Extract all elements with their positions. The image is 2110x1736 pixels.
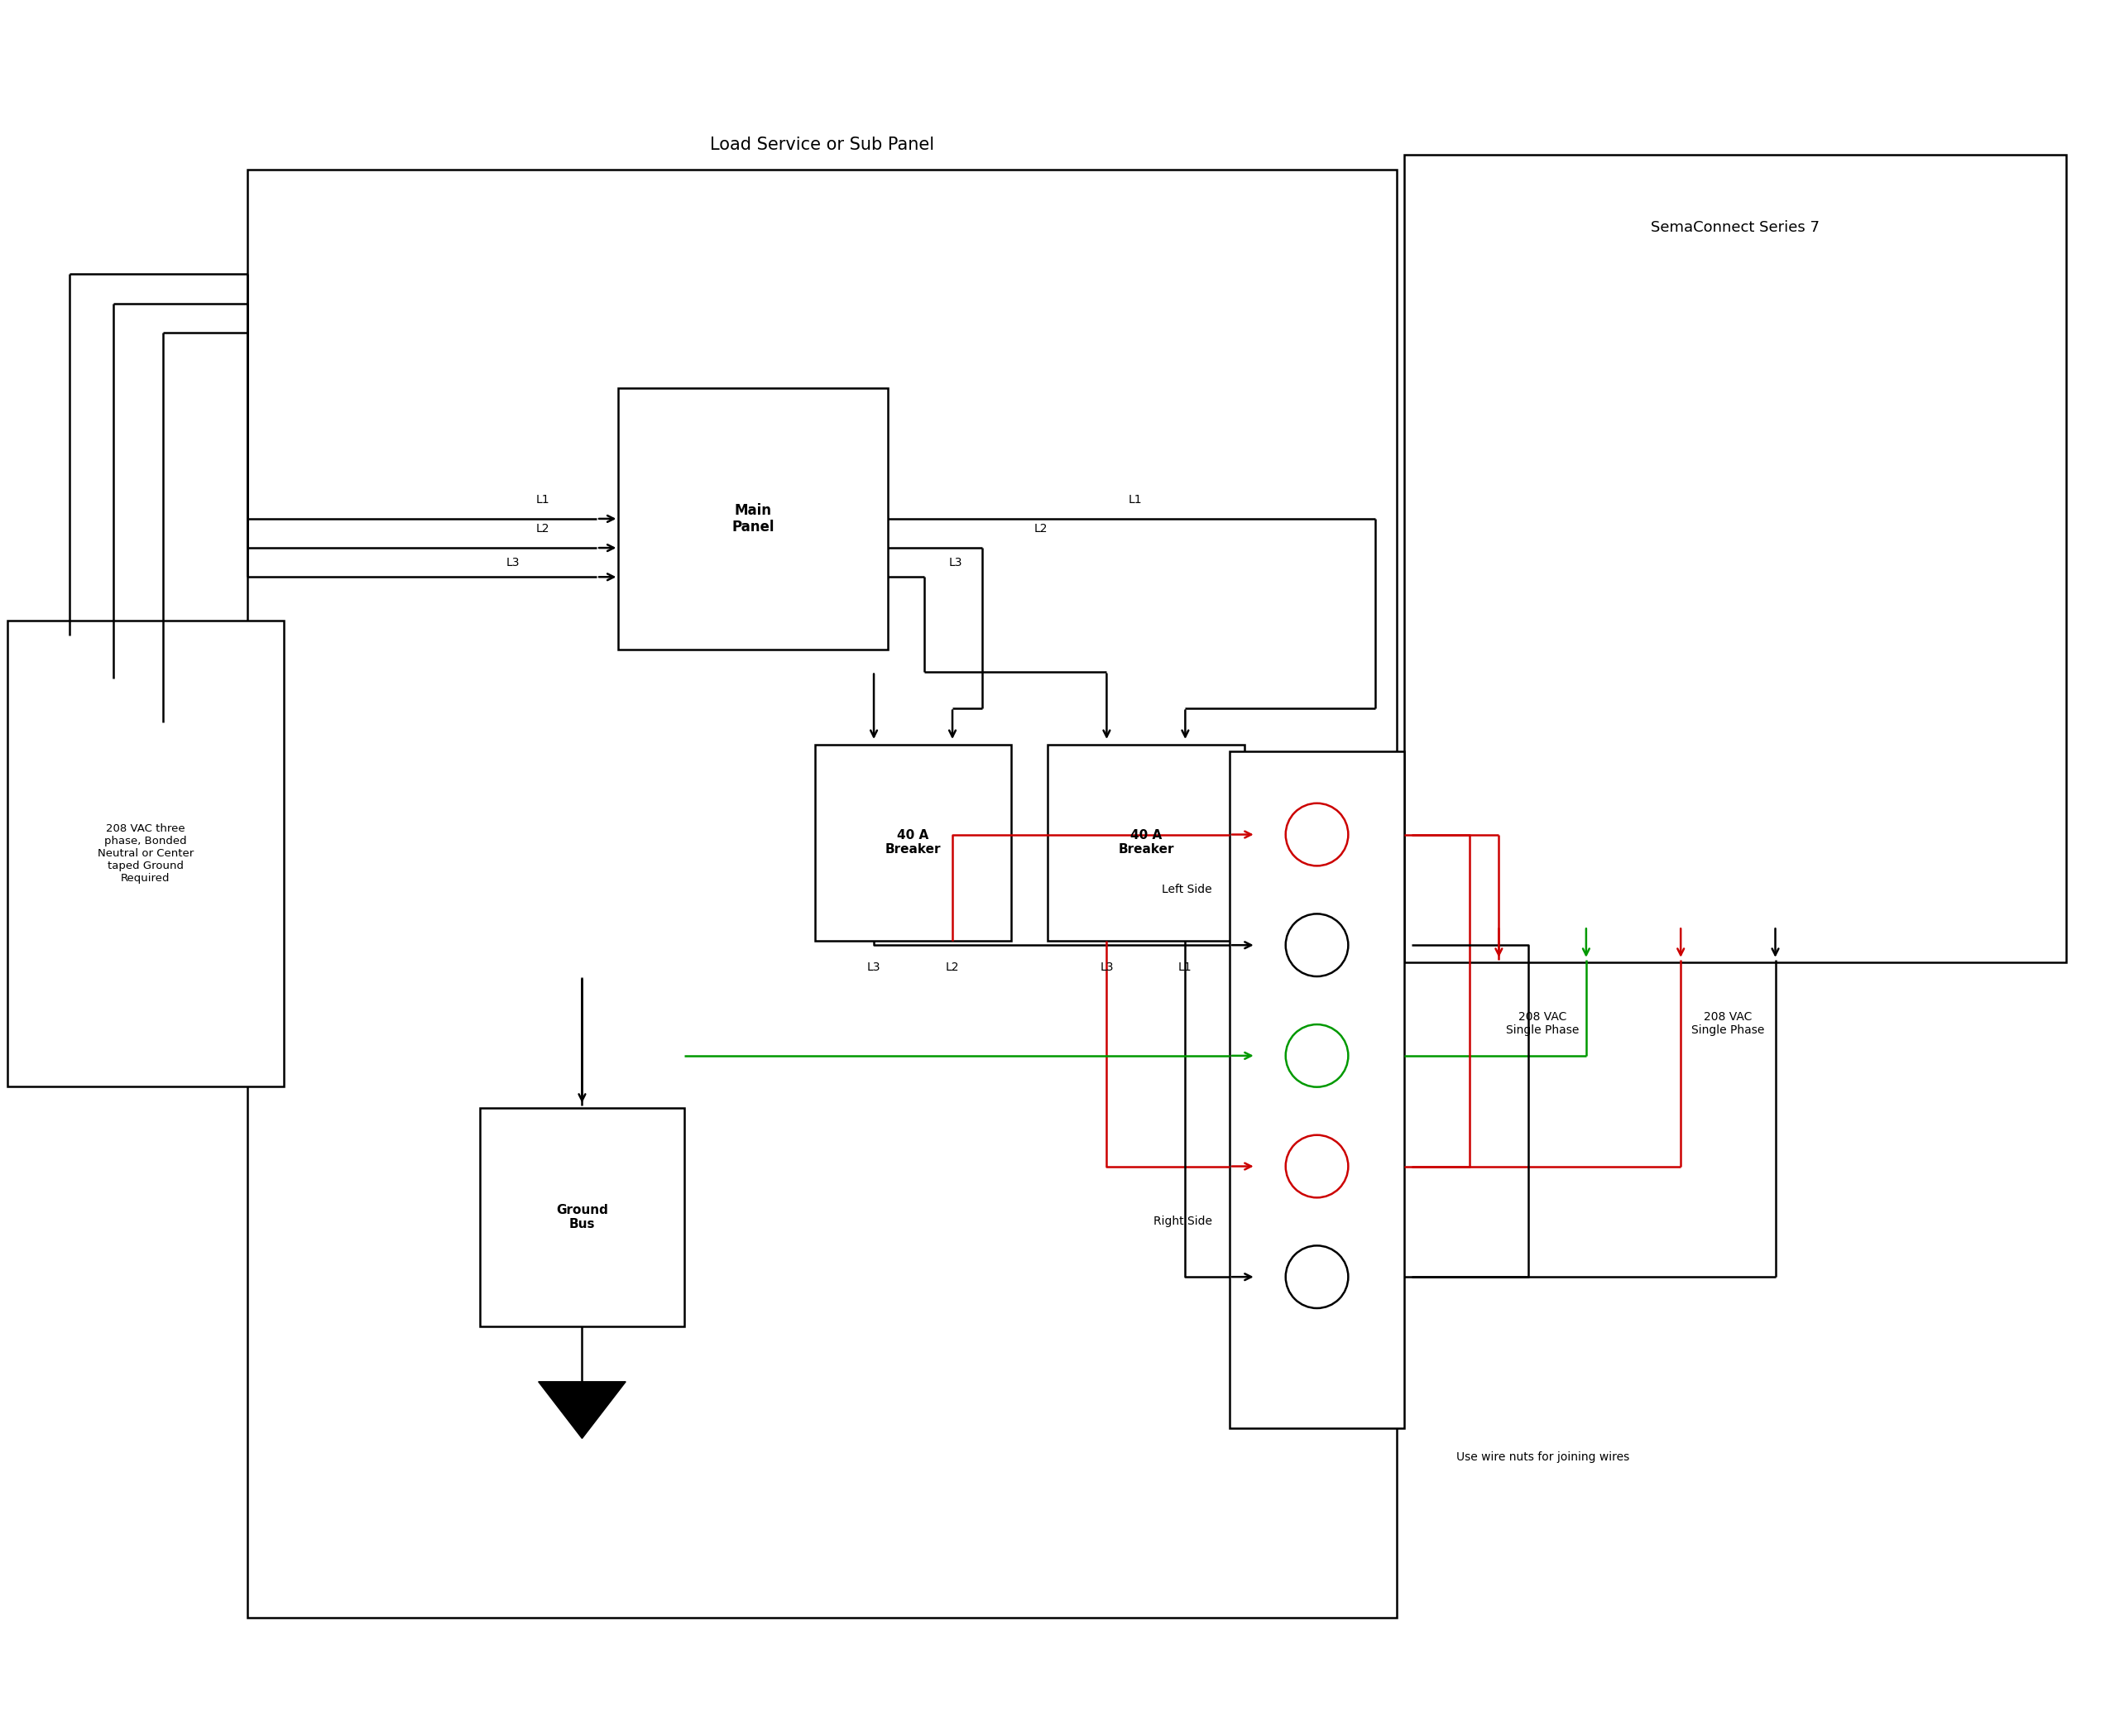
Polygon shape — [538, 1382, 627, 1439]
Text: L2: L2 — [536, 523, 549, 535]
Bar — [1405, 155, 2066, 962]
Text: L3: L3 — [949, 557, 962, 568]
Text: Right Side: Right Side — [1154, 1215, 1211, 1227]
Bar — [814, 745, 1011, 941]
Text: L2: L2 — [1034, 523, 1047, 535]
Text: Ground
Bus: Ground Bus — [557, 1203, 608, 1231]
Text: 208 VAC
Single Phase: 208 VAC Single Phase — [1692, 1010, 1764, 1036]
Bar — [6, 620, 283, 1087]
Text: Load Service or Sub Panel: Load Service or Sub Panel — [709, 137, 935, 153]
Text: Left Side: Left Side — [1163, 884, 1211, 896]
Text: L1: L1 — [1129, 495, 1142, 505]
Text: L1: L1 — [1177, 962, 1192, 972]
Text: 208 VAC
Single Phase: 208 VAC Single Phase — [1507, 1010, 1578, 1036]
Circle shape — [1285, 1024, 1348, 1087]
Bar — [247, 170, 1397, 1618]
Text: SemaConnect Series 7: SemaConnect Series 7 — [1650, 220, 1819, 234]
Text: 40 A
Breaker: 40 A Breaker — [886, 830, 941, 856]
Text: L3: L3 — [867, 962, 880, 972]
Text: L3: L3 — [1099, 962, 1114, 972]
Text: Main
Panel: Main Panel — [732, 503, 774, 535]
Text: Use wire nuts for joining wires: Use wire nuts for joining wires — [1456, 1451, 1629, 1463]
Bar — [1230, 752, 1405, 1429]
Circle shape — [1285, 1135, 1348, 1198]
Circle shape — [1285, 1246, 1348, 1309]
Text: L1: L1 — [536, 495, 551, 505]
Bar — [618, 387, 888, 649]
Circle shape — [1285, 913, 1348, 976]
Text: L3: L3 — [506, 557, 519, 568]
Text: 40 A
Breaker: 40 A Breaker — [1118, 830, 1173, 856]
Bar — [1049, 745, 1245, 941]
Bar — [481, 1108, 684, 1326]
Circle shape — [1285, 804, 1348, 866]
Text: L2: L2 — [945, 962, 960, 972]
Text: 208 VAC three
phase, Bonded
Neutral or Center
taped Ground
Required: 208 VAC three phase, Bonded Neutral or C… — [97, 823, 194, 884]
